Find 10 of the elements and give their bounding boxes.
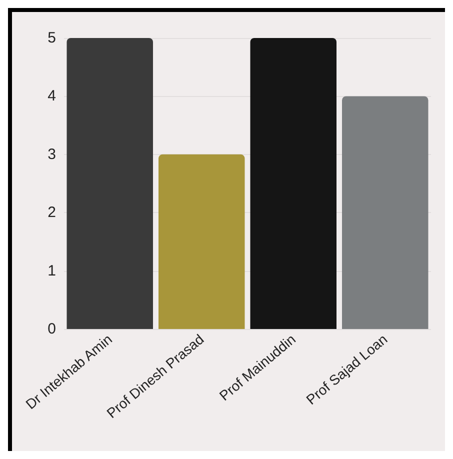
bar bbox=[158, 154, 245, 329]
bar bbox=[250, 38, 336, 329]
bar bbox=[342, 96, 428, 329]
y-tick-label: 4 bbox=[48, 88, 56, 105]
y-tick-label: 2 bbox=[48, 204, 56, 222]
y-tick-label: 0 bbox=[48, 320, 56, 338]
y-tick-label: 3 bbox=[48, 146, 56, 163]
y-tick-label: 1 bbox=[48, 262, 56, 280]
bar bbox=[66, 38, 153, 329]
y-tick-label: 5 bbox=[48, 30, 56, 46]
